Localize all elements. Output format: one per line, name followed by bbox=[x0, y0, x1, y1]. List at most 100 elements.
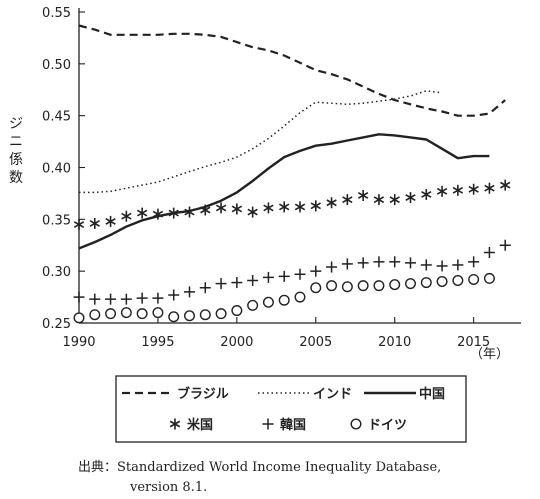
data-point-plus bbox=[389, 256, 401, 268]
data-point-plus bbox=[436, 260, 448, 272]
data-point-plus bbox=[262, 418, 274, 430]
legend-item-米国: 米国 bbox=[169, 417, 213, 433]
data-point-plus bbox=[499, 239, 511, 251]
y-tick-label: 0.50 bbox=[42, 58, 71, 73]
x-tick-label: 2000 bbox=[220, 335, 253, 350]
data-point-asterisk bbox=[484, 182, 495, 194]
data-point-circle bbox=[262, 296, 274, 308]
asterisk-stroke bbox=[247, 208, 258, 216]
y-tick-label: 0.30 bbox=[42, 265, 71, 280]
data-point-plus bbox=[89, 293, 101, 305]
y-tick-label: 0.45 bbox=[42, 110, 71, 125]
series-中国 bbox=[78, 133, 490, 250]
asterisk-stroke bbox=[263, 204, 274, 212]
data-point-asterisk bbox=[357, 189, 369, 201]
series-ドイツ bbox=[73, 272, 495, 324]
data-point-plus bbox=[341, 258, 353, 270]
y-axis-title-char: 係 bbox=[9, 152, 23, 168]
legend-item-ドイツ: ドイツ bbox=[350, 418, 407, 433]
data-point-circle bbox=[120, 307, 132, 319]
y-axis-title-char: ジ bbox=[9, 116, 23, 132]
data-point-asterisk bbox=[215, 202, 227, 214]
data-point-plus bbox=[294, 268, 306, 280]
data-point-asterisk bbox=[342, 194, 353, 206]
data-point-circle bbox=[357, 280, 369, 292]
data-point-circle bbox=[341, 281, 353, 293]
data-point-circle bbox=[405, 278, 417, 290]
data-point-circle bbox=[294, 291, 306, 303]
data-point-plus bbox=[452, 259, 464, 271]
asterisk-stroke bbox=[200, 206, 211, 214]
data-point-plus bbox=[483, 247, 495, 259]
x-tick-label: 1995 bbox=[141, 335, 174, 350]
y-axis-title-char: ニ bbox=[9, 134, 23, 150]
data-point-asterisk bbox=[373, 194, 385, 206]
y-tick-label: 0.25 bbox=[42, 317, 71, 332]
data-point-asterisk bbox=[231, 203, 243, 215]
asterisk-stroke bbox=[73, 221, 85, 228]
data-point-circle bbox=[310, 282, 322, 294]
data-point-circle bbox=[231, 305, 243, 317]
asterisk-stroke bbox=[484, 184, 495, 192]
data-point-plus bbox=[373, 256, 385, 268]
data-point-circle bbox=[452, 274, 464, 286]
data-point-asterisk bbox=[247, 206, 258, 218]
legend-label-中国: 中国 bbox=[419, 386, 445, 402]
asterisk-stroke bbox=[136, 209, 148, 217]
data-point-plus bbox=[310, 265, 322, 277]
source-line-2: version 8.1. bbox=[130, 480, 208, 495]
x-axis-unit: （年） bbox=[470, 347, 509, 362]
data-point-plus bbox=[247, 274, 259, 286]
data-point-circle bbox=[215, 308, 227, 320]
asterisk-stroke bbox=[342, 196, 353, 204]
data-point-plus bbox=[420, 259, 432, 271]
data-point-asterisk bbox=[200, 204, 211, 216]
x-tick-label: 1990 bbox=[62, 335, 95, 350]
data-point-asterisk bbox=[452, 184, 464, 196]
data-point-circle bbox=[183, 310, 195, 322]
data-point-asterisk bbox=[500, 179, 511, 191]
data-point-asterisk bbox=[152, 208, 164, 220]
asterisk-stroke bbox=[436, 187, 448, 195]
data-point-asterisk bbox=[263, 202, 274, 214]
data-point-asterisk bbox=[105, 215, 116, 227]
data-point-asterisk bbox=[73, 219, 85, 231]
series-line-インド bbox=[79, 90, 443, 194]
y-axis-title-char: 数 bbox=[9, 170, 23, 186]
data-point-asterisk bbox=[405, 192, 416, 204]
y-tick-label: 0.40 bbox=[42, 162, 71, 177]
legend-label-米国: 米国 bbox=[187, 417, 213, 433]
data-point-asterisk bbox=[326, 197, 337, 209]
data-point-circle bbox=[483, 272, 495, 284]
data-point-asterisk bbox=[121, 210, 132, 222]
legend-item-インド: インド bbox=[258, 387, 352, 402]
legend-item-ブラジル: ブラジル bbox=[122, 386, 229, 402]
legend-label-インド: インド bbox=[313, 387, 352, 402]
series-line-中国 bbox=[78, 133, 490, 250]
asterisk-stroke bbox=[389, 196, 400, 204]
data-point-circle bbox=[389, 279, 401, 291]
data-point-circle bbox=[247, 299, 259, 311]
asterisk-stroke bbox=[184, 208, 195, 216]
legend-label-ドイツ: ドイツ bbox=[368, 418, 407, 433]
data-point-plus bbox=[278, 270, 290, 282]
data-point-circle bbox=[199, 309, 211, 321]
data-point-circle bbox=[152, 307, 164, 319]
source-line-1: 出典：Standardized World Income Inequality … bbox=[78, 460, 442, 475]
data-point-asterisk bbox=[310, 200, 321, 212]
data-point-circle bbox=[468, 273, 480, 285]
data-point-plus bbox=[184, 286, 195, 298]
legend-item-韓国: 韓国 bbox=[262, 417, 306, 433]
series-米国 bbox=[73, 179, 511, 231]
x-tick-label: 2015 bbox=[457, 335, 490, 350]
data-point-asterisk bbox=[279, 201, 290, 213]
y-tick-label: 0.35 bbox=[42, 213, 71, 228]
data-point-circle bbox=[73, 312, 85, 324]
asterisk-stroke bbox=[121, 212, 132, 220]
asterisk-stroke bbox=[421, 191, 432, 198]
legend-label-ブラジル: ブラジル bbox=[177, 386, 229, 402]
data-point-plus bbox=[231, 277, 243, 289]
data-point-plus bbox=[105, 293, 117, 305]
